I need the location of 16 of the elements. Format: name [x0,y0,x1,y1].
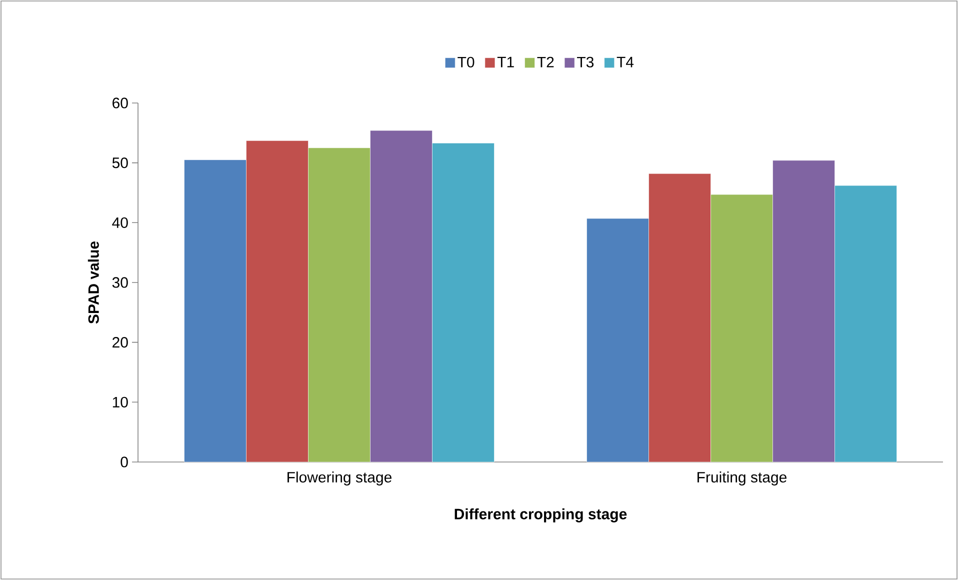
x-tick-label: Flowering stage [288,472,392,486]
legend-label: T0 [458,56,474,68]
legend-label: T4 [616,56,634,68]
y-tick-label: 10 [112,396,128,408]
y-tick-label: 60 [112,98,128,108]
legend-label: T2 [537,56,554,68]
y-tick-label: 40 [112,217,128,228]
y-tick-label: 50 [112,158,128,168]
y-tick-label: 0 [120,456,128,468]
x-axis-title: Different cropping stage [454,508,627,522]
y-tick-label: 20 [112,337,128,348]
legend-label: T3 [577,56,594,68]
legend-label: T1 [497,56,514,68]
y-axis-title: SPAD value [88,241,99,324]
x-tick-label: Fruiting stage [698,472,786,486]
y-tick-label: 30 [112,277,128,288]
